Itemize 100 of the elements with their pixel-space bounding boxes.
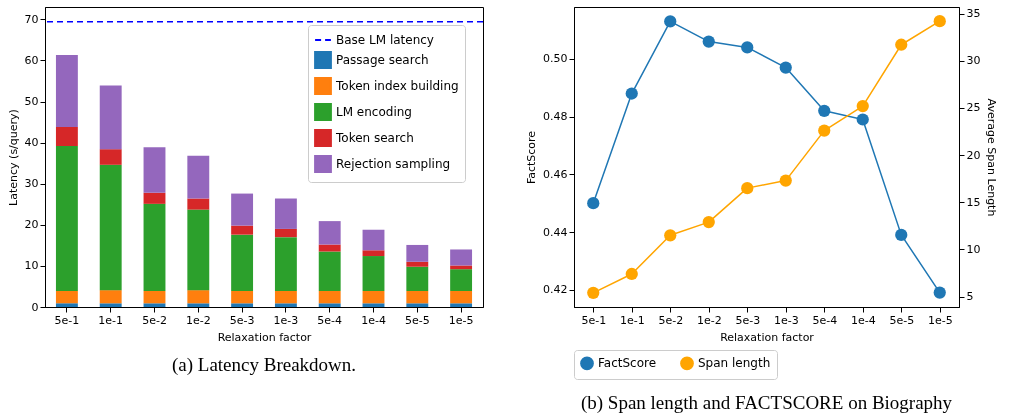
x-tick-label: 1e-1 [98, 313, 124, 327]
bar [362, 229, 385, 251]
point [625, 267, 638, 281]
x-tick-label: 5e-3 [229, 313, 255, 327]
y-tick-label: 70 [24, 12, 39, 26]
legend-label: Base LM latency [336, 33, 434, 47]
text: (b) Span length and FACTSCORE on Biography [580, 391, 953, 414]
legend-label: Span length [698, 356, 771, 371]
x-tick-label: 1e-5 [448, 313, 474, 327]
x-tick-label: 1e-4 [850, 313, 876, 327]
x-tick-label: 1e-4 [361, 313, 386, 327]
y2-axis-title: Average Span Length [985, 98, 999, 217]
point [895, 228, 908, 241]
bar [55, 127, 78, 146]
x-tick-label: 5e-2 [658, 313, 684, 327]
bar [187, 155, 210, 199]
point [895, 38, 908, 51]
bar [318, 251, 341, 291]
bar [55, 290, 78, 304]
bar [318, 221, 341, 245]
x-axis-title: Relaxation factor [217, 330, 312, 344]
point [856, 99, 869, 113]
y-tick-label: 0.50 [543, 52, 568, 66]
point [587, 197, 600, 210]
y-axis-title: Latency (s/query) [6, 109, 20, 206]
bar [187, 198, 210, 210]
y2-tick-label: 35 [966, 7, 981, 21]
x-tick-label: 5e-3 [735, 313, 761, 327]
bar [143, 192, 166, 204]
y-tick-label: 30 [24, 177, 39, 191]
bar [99, 164, 122, 291]
point [933, 15, 946, 28]
x-tick-label: 1e-3 [773, 313, 799, 327]
bar [231, 290, 254, 304]
point [664, 229, 677, 242]
bar [187, 290, 210, 304]
bar [406, 261, 429, 267]
y2-tick-label: 25 [966, 101, 981, 115]
bar [450, 269, 473, 291]
bar [450, 303, 473, 307]
point [741, 182, 754, 195]
x-tick-label: 1e-1 [619, 313, 645, 327]
bar [99, 303, 122, 307]
bar [231, 303, 254, 307]
legend-label: LM encoding [336, 105, 412, 119]
y-tick-label: 10 [24, 259, 39, 273]
y-tick-label: 0.44 [543, 225, 568, 239]
bar [450, 249, 473, 266]
y2-tick-label: 10 [966, 242, 981, 256]
y-tick-label: 0.42 [543, 283, 568, 297]
y-tick-label: 0.48 [543, 110, 568, 124]
point [779, 61, 792, 74]
bar [187, 303, 210, 307]
x-tick-label: 5e-5 [404, 313, 430, 327]
y-tick-label: 0.46 [543, 167, 568, 181]
bar [99, 149, 122, 165]
bar [450, 290, 473, 304]
x-tick-label: 5e-4 [812, 313, 838, 327]
bar [362, 303, 385, 307]
legend-label: Rejection sampling [336, 157, 451, 171]
bar [99, 290, 122, 304]
bar [274, 303, 297, 307]
bar [406, 290, 429, 304]
bar [318, 244, 341, 252]
legend-label: Token search [335, 131, 414, 145]
y-tick-label: 60 [24, 53, 39, 67]
point [702, 35, 715, 48]
y-tick-label: 40 [24, 136, 39, 150]
text: (a) Latency Breakdown. [171, 354, 357, 376]
y2-tick-label: 30 [966, 54, 981, 68]
x-tick-label: 1e-3 [273, 313, 299, 327]
y-tick-label: 0 [31, 300, 39, 314]
bar [274, 290, 297, 304]
bar [274, 228, 297, 238]
y-tick-label: 20 [24, 218, 39, 232]
bar [231, 193, 254, 226]
bar [143, 290, 166, 304]
y2-tick-label: 5 [966, 290, 974, 304]
bar [231, 225, 254, 235]
bar [274, 198, 297, 229]
legend-label: Token index building [335, 79, 459, 93]
point [818, 104, 831, 117]
y2-tick-label: 20 [966, 148, 981, 162]
x-axis-title: Relaxation factor [720, 330, 815, 344]
bar [406, 266, 429, 291]
point [818, 124, 831, 137]
x-tick-label: 1e-2 [696, 313, 722, 327]
bar [450, 265, 473, 270]
bar [362, 256, 385, 291]
x-tick-label: 1e-5 [927, 313, 953, 327]
bar [362, 250, 385, 257]
bar [231, 234, 254, 291]
y2-tick-label: 15 [966, 195, 981, 209]
x-tick-label: 5e-1 [581, 313, 607, 327]
x-tick-label: 5e-2 [142, 313, 167, 327]
point [587, 286, 600, 299]
y-tick-label: 50 [24, 95, 39, 109]
y-axis-title: FactScore [525, 130, 539, 185]
bar [406, 244, 429, 262]
x-tick-label: 5e-5 [889, 313, 915, 327]
